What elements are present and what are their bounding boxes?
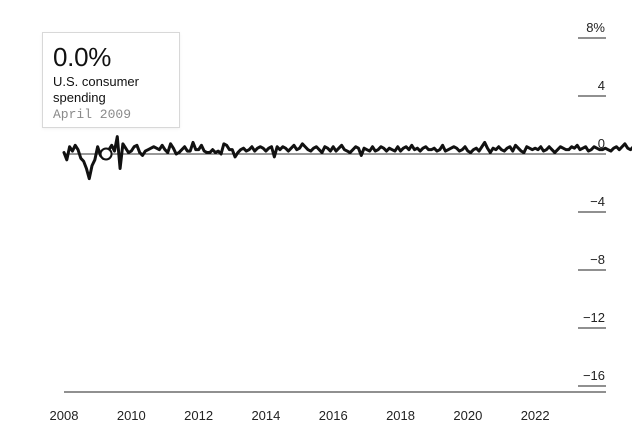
y-tick-label: −8 <box>590 252 605 267</box>
x-tick-label: 2022 <box>521 408 550 423</box>
y-tick-label: −16 <box>583 368 605 383</box>
x-tick-label: 2014 <box>251 408 280 423</box>
x-tick-label: 2010 <box>117 408 146 423</box>
x-tick-label: 2020 <box>453 408 482 423</box>
y-tick-label: 8% <box>586 20 605 35</box>
y-axis: 8% 4 0 −4 −8 −12 −16 <box>578 20 606 387</box>
tooltip: 0.0% U.S. consumer spending April 2009 <box>42 32 180 128</box>
tooltip-date: April 2009 <box>53 107 132 122</box>
x-tick-label: 2018 <box>386 408 415 423</box>
y-tick-label: 4 <box>598 78 605 93</box>
x-tick-label: 2012 <box>184 408 213 423</box>
tooltip-series-label: U.S. consumer spending <box>53 74 139 105</box>
consumer-spending-series-line <box>62 135 632 181</box>
x-tick-label: 2016 <box>319 408 348 423</box>
hover-marker[interactable] <box>99 147 113 161</box>
y-tick-label: 0 <box>598 136 605 151</box>
y-tick-label: −4 <box>590 194 605 209</box>
x-axis: 2008 2010 2012 2014 2016 2018 2020 2022 <box>50 391 606 423</box>
tooltip-value: 0.0% <box>53 42 112 72</box>
x-tick-label: 2008 <box>50 408 79 423</box>
y-tick-label: −12 <box>583 310 605 325</box>
